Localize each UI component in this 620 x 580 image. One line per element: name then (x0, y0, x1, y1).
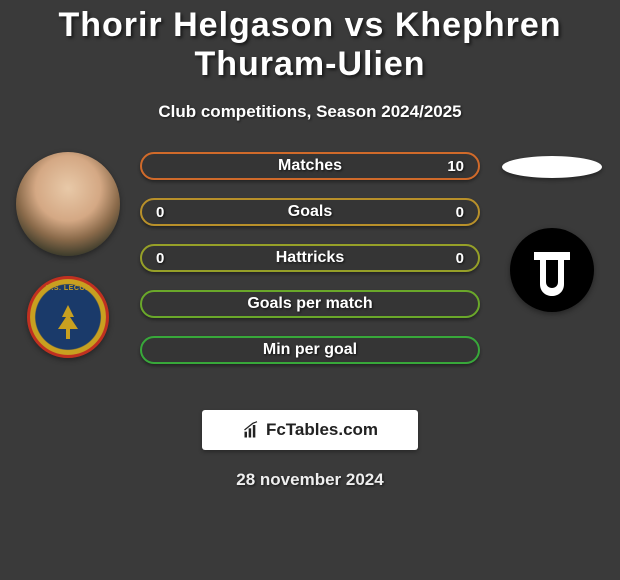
right-player-column (492, 152, 612, 402)
juventus-logo-icon (522, 240, 582, 300)
stat-label: Goals per match (142, 295, 478, 313)
stat-row-matches: Matches 10 (140, 152, 480, 180)
left-player-column (8, 152, 128, 402)
bar-chart-icon (242, 420, 262, 440)
stat-label: Min per goal (142, 341, 478, 359)
stats-pills: Matches 10 0 Goals 0 0 Hattricks 0 Goals… (140, 152, 480, 382)
stat-row-hattricks: 0 Hattricks 0 (140, 244, 480, 272)
branding-text: FcTables.com (266, 420, 378, 440)
club-badge-juventus (510, 228, 594, 312)
stat-label: Goals (142, 203, 478, 221)
comparison-panel: Matches 10 0 Goals 0 0 Hattricks 0 Goals… (0, 152, 620, 402)
stat-label: Matches (142, 157, 478, 175)
player-photo-left (16, 152, 120, 256)
stat-row-mpg: Min per goal (140, 336, 480, 364)
stat-label: Hattricks (142, 249, 478, 267)
club-badge-lecce (27, 276, 109, 358)
page-title: Thorir Helgason vs Khephren Thuram-Ulien (0, 0, 620, 84)
branding-badge[interactable]: FcTables.com (202, 410, 418, 450)
subtitle: Club competitions, Season 2024/2025 (0, 102, 620, 122)
stat-row-goals: 0 Goals 0 (140, 198, 480, 226)
player-photo-right (502, 156, 602, 178)
lecce-tree-icon (52, 303, 84, 341)
snapshot-date: 28 november 2024 (0, 470, 620, 490)
stat-row-gpm: Goals per match (140, 290, 480, 318)
